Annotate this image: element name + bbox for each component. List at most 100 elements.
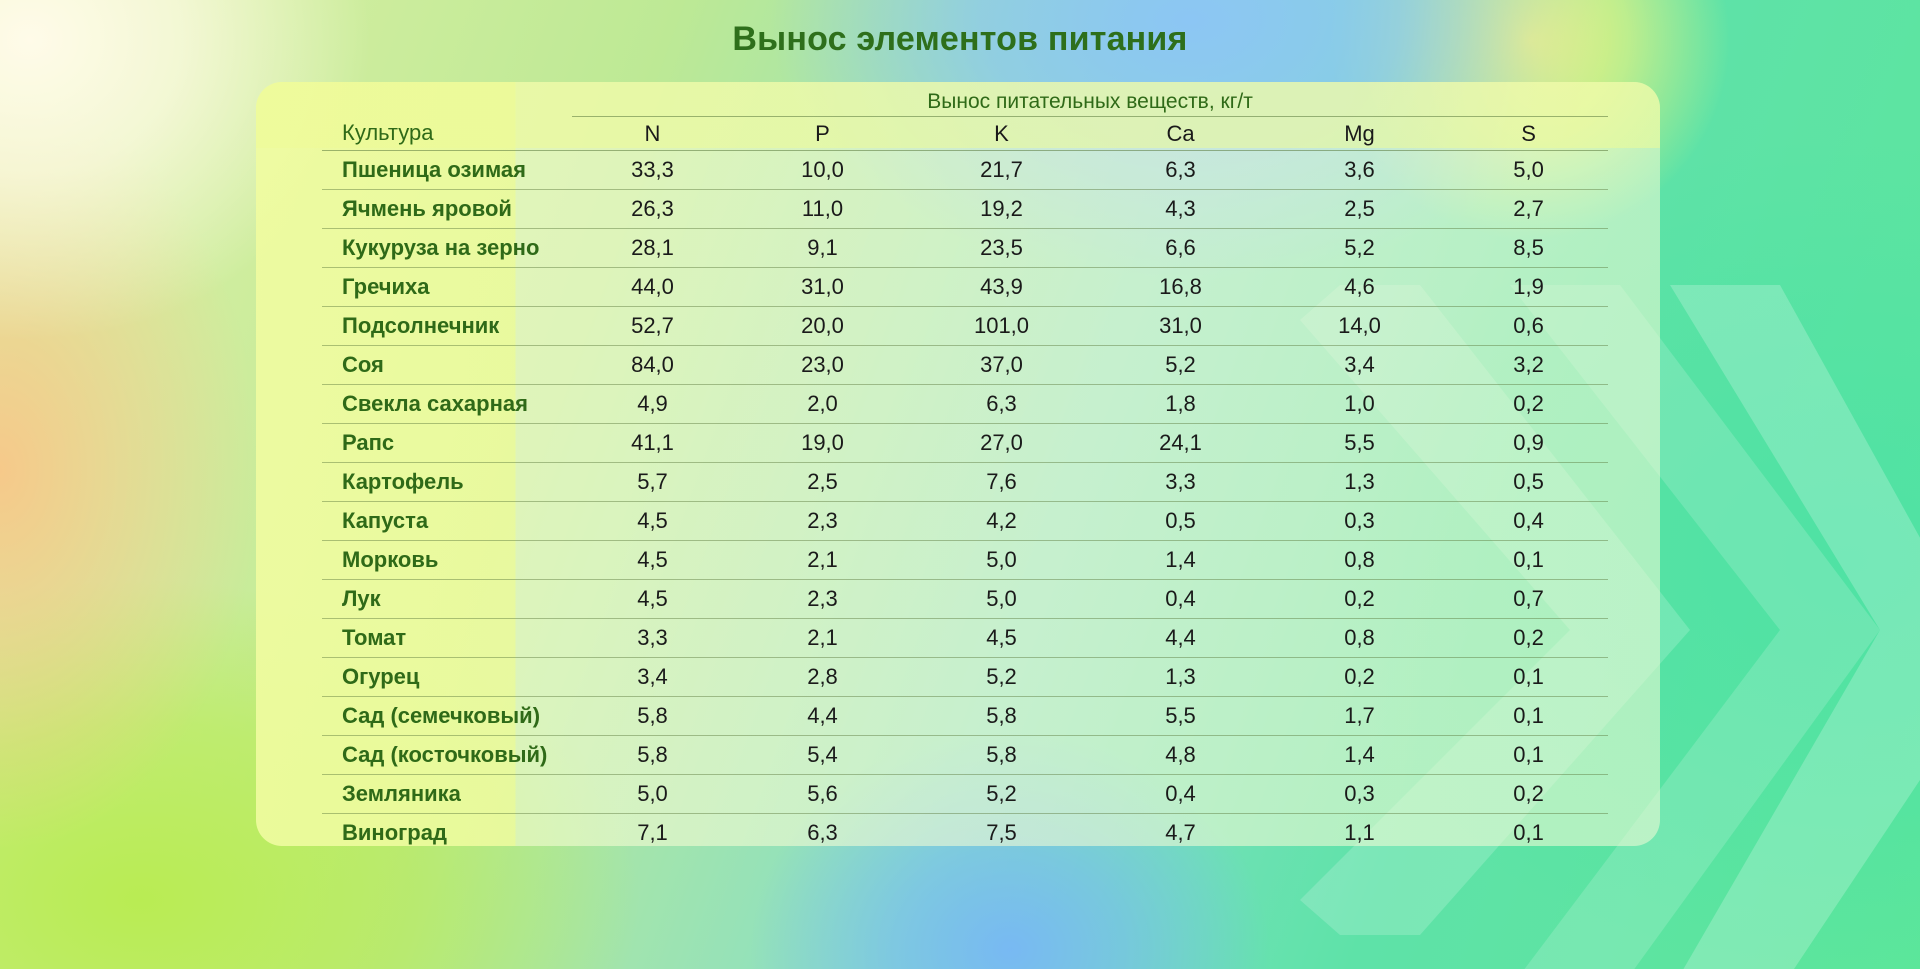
value-cell: 28,1: [572, 228, 733, 268]
value-cell: 2,0: [733, 384, 912, 424]
value-cell: 5,6: [733, 774, 912, 814]
value-cell: 33,3: [572, 150, 733, 190]
value-cell: 5,2: [1270, 228, 1449, 268]
header-spacer: [322, 82, 572, 117]
table-row: Картофель 5,7 2,5 7,6 3,3 1,3 0,5: [322, 462, 1609, 502]
crop-name-cell: Огурец: [322, 657, 572, 697]
group-header: Вынос питательных веществ, кг/т: [572, 82, 1609, 117]
value-cell: 9,1: [733, 228, 912, 268]
crop-name-cell: Томат: [322, 618, 572, 658]
value-cell: 5,0: [912, 540, 1091, 580]
value-cell: 4,5: [912, 618, 1091, 658]
value-cell: 1,3: [1091, 657, 1270, 697]
value-cell: 6,3: [1091, 150, 1270, 190]
value-cell: 0,3: [1270, 774, 1449, 814]
value-cell: 0,7: [1449, 579, 1609, 619]
value-cell: 0,1: [1449, 696, 1609, 736]
value-cell: 7,5: [986, 820, 1017, 845]
table-row: Томат 3,3 2,1 4,5 4,4 0,8 0,2: [322, 618, 1609, 658]
value-cell: 26,3: [572, 189, 733, 229]
value-cell: 4,4: [1091, 618, 1270, 658]
value-cell: 3,3: [572, 618, 733, 658]
value-cell: 5,5: [1270, 423, 1449, 463]
value-cell: 3,4: [572, 657, 733, 697]
table-column-header-row: Культура N P K Ca Mg S: [322, 116, 1609, 151]
value-cell: 5,0: [572, 774, 733, 814]
value-cell: 2,8: [733, 657, 912, 697]
value-cell: 4,5: [572, 579, 733, 619]
table-row: Виноград 7,1 6,3 7,5 4,7 1,1 0,1: [322, 814, 1608, 847]
value-cell: 1,3: [1270, 462, 1449, 502]
value-cell: 0,2: [1449, 774, 1609, 814]
value-cell: 5,0: [1449, 150, 1609, 190]
value-cell: 4,3: [1091, 189, 1270, 229]
value-cell: 0,2: [1449, 618, 1609, 658]
table-row: Кукуруза на зерно 28,1 9,1 23,5 6,6 5,2 8,5: [322, 228, 1609, 268]
value-cell: 5,2: [1091, 345, 1270, 385]
table-row: Рапс 41,1 19,0 27,0 24,1 5,5 0,9: [322, 423, 1609, 463]
value-cell: 19,0: [733, 423, 912, 463]
value-cell: 4,6: [1270, 267, 1449, 307]
table-row: Подсолнечник 52,7 20,0 101,0 31,0 14,0 0,6: [322, 306, 1609, 346]
column-header: K: [912, 116, 1091, 151]
column-header: N: [572, 116, 733, 151]
crop-name-cell: Рапс: [322, 423, 572, 463]
table-row: Капуста 4,5 2,3 4,2 0,5 0,3 0,4: [322, 501, 1609, 541]
crop-name-cell: Виноград: [342, 820, 447, 845]
value-cell: 43,9: [912, 267, 1091, 307]
table-row: Свекла сахарная 4,9 2,0 6,3 1,8 1,0 0,2: [322, 384, 1609, 424]
value-cell: 1,1: [1344, 820, 1375, 845]
value-cell: 0,2: [1270, 579, 1449, 619]
value-cell: 2,7: [1449, 189, 1609, 229]
value-cell: 31,0: [1091, 306, 1270, 346]
value-cell: 5,0: [912, 579, 1091, 619]
value-cell: 10,0: [733, 150, 912, 190]
value-cell: 1,8: [1091, 384, 1270, 424]
value-cell: 5,2: [912, 774, 1091, 814]
table-row: Ячмень яровой 26,3 11,0 19,2 4,3 2,5 2,7: [322, 189, 1609, 229]
value-cell: 5,8: [572, 696, 733, 736]
value-cell: 5,8: [912, 696, 1091, 736]
value-cell: 0,2: [1270, 657, 1449, 697]
value-cell: 5,8: [572, 735, 733, 775]
value-cell: 2,5: [733, 462, 912, 502]
value-cell: 31,0: [733, 267, 912, 307]
value-cell: 5,4: [733, 735, 912, 775]
crop-name-cell: Ячмень яровой: [322, 189, 572, 229]
value-cell: 2,3: [733, 579, 912, 619]
crop-name-cell: Капуста: [322, 501, 572, 541]
crop-name-cell: Подсолнечник: [322, 306, 572, 346]
value-cell: 20,0: [733, 306, 912, 346]
column-header: S: [1449, 116, 1609, 151]
value-cell: 3,3: [1091, 462, 1270, 502]
table-row: Соя 84,0 23,0 37,0 5,2 3,4 3,2: [322, 345, 1609, 385]
crop-name-cell: Сад (семечковый): [322, 696, 572, 736]
value-cell: 2,1: [733, 540, 912, 580]
value-cell: 2,1: [733, 618, 912, 658]
crop-name-cell: Пшеница озимая: [322, 150, 572, 190]
column-header: Mg: [1270, 116, 1449, 151]
value-cell: 0,4: [1091, 774, 1270, 814]
table-row: Пшеница озимая 33,3 10,0 21,7 6,3 3,6 5,0: [322, 150, 1609, 190]
value-cell: 4,9: [572, 384, 733, 424]
value-cell: 0,4: [1091, 579, 1270, 619]
value-cell: 23,5: [912, 228, 1091, 268]
value-cell: 24,1: [1091, 423, 1270, 463]
value-cell: 4,4: [733, 696, 912, 736]
value-cell: 5,2: [912, 657, 1091, 697]
value-cell: 7,1: [637, 820, 668, 845]
value-cell: 1,0: [1270, 384, 1449, 424]
crop-name-cell: Картофель: [322, 462, 572, 502]
value-cell: 0,8: [1270, 540, 1449, 580]
value-cell: 5,5: [1091, 696, 1270, 736]
value-cell: 4,7: [1165, 820, 1196, 845]
value-cell: 5,8: [912, 735, 1091, 775]
crop-name-cell: Морковь: [322, 540, 572, 580]
value-cell: 16,8: [1091, 267, 1270, 307]
value-cell: 6,3: [912, 384, 1091, 424]
data-card: Вынос питательных веществ, кг/т Культура…: [256, 82, 1660, 846]
column-header: Ca: [1091, 116, 1270, 151]
table-row: Лук 4,5 2,3 5,0 0,4 0,2 0,7: [322, 579, 1609, 619]
table-row: Земляника 5,0 5,6 5,2 0,4 0,3 0,2: [322, 774, 1609, 814]
page-title: Вынос элементов питания: [732, 20, 1188, 58]
